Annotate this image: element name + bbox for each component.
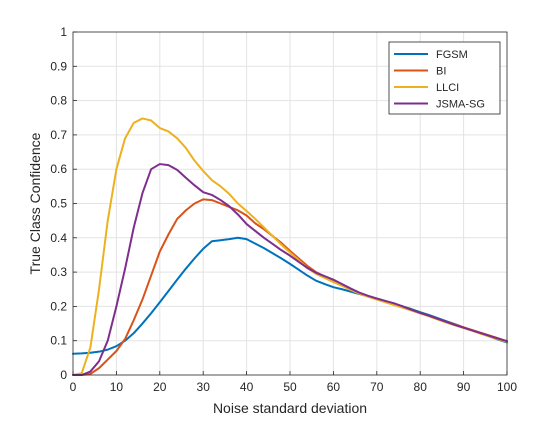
y-tick-label: 0 (60, 368, 67, 382)
y-tick-label: 0.7 (50, 128, 67, 142)
axis-ticks (72, 31, 508, 376)
x-tick-label: 70 (370, 380, 384, 394)
legend-label-bi: BI (436, 66, 446, 78)
x-tick-label: 30 (197, 380, 211, 394)
tick-labels: 0 10 20 30 40 50 60 70 80 90 100 0 0.1 0.2 0.3 0.4 0.5 0.… (50, 25, 517, 394)
x-tick-label: 20 (153, 380, 167, 394)
y-tick-label: 0.2 (50, 299, 67, 313)
y-tick-label: 1 (60, 25, 67, 39)
y-tick-label: 0.4 (50, 231, 67, 245)
y-tick-label: 0.1 (50, 334, 67, 348)
x-tick-label: 10 (110, 380, 124, 394)
x-tick-label: 100 (497, 380, 517, 394)
y-tick-label: 0.5 (50, 197, 67, 211)
x-tick-label: 0 (70, 380, 77, 394)
x-tick-label: 90 (457, 380, 471, 394)
x-tick-label: 60 (327, 380, 341, 394)
x-tick-label: 80 (414, 380, 428, 394)
legend: FGSM BI LLCI JSMA-SG (388, 41, 501, 115)
y-tick-label: 0.8 (50, 94, 67, 108)
legend-label-fgsm: FGSM (436, 49, 468, 61)
series-lines (72, 117, 508, 376)
x-tick-label: 40 (240, 380, 254, 394)
legend-label-jsma-sg: JSMA-SG (436, 99, 485, 111)
y-axis-label: True Class Confidence (27, 132, 43, 274)
y-tick-label: 0.3 (50, 265, 67, 279)
legend-label-llci: LLCI (436, 82, 459, 94)
y-tick-label: 0.9 (50, 59, 67, 73)
x-axis-label: Noise standard deviation (213, 400, 367, 416)
x-tick-label: 50 (283, 380, 297, 394)
series-line-jsma-sg (72, 163, 508, 376)
y-tick-label: 0.6 (50, 162, 67, 176)
